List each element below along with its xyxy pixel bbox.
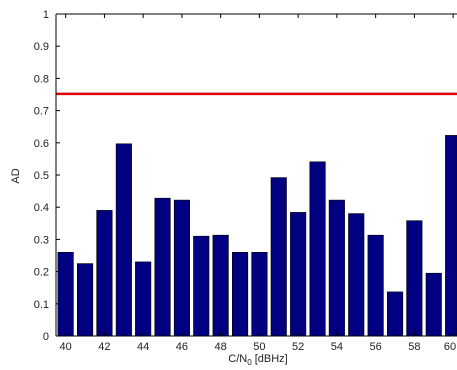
- bar-43: [115, 143, 132, 337]
- x-tick-label-50: 50: [253, 341, 265, 353]
- x-axis-title: C/N0 [dBHz]: [228, 353, 287, 367]
- x-tick-label-46: 46: [176, 341, 188, 353]
- bar-40: [57, 252, 74, 337]
- bar-48: [212, 234, 229, 337]
- bar-57: [386, 291, 404, 337]
- x-axis-title-subscript: 0: [247, 358, 252, 367]
- bar-44: [135, 261, 152, 337]
- bar-53: [309, 161, 326, 337]
- x-axis-title-main: C/N: [228, 353, 247, 365]
- bar-45: [154, 197, 171, 337]
- bar-41: [77, 263, 94, 337]
- y-tick-label-1: 1: [43, 9, 49, 21]
- bar-56: [367, 234, 384, 337]
- x-ticks-group: 40 42 44 46 48 50 52 54 56 58 60: [60, 14, 456, 353]
- bar-54: [328, 199, 345, 337]
- x-tick-label-42: 42: [98, 341, 110, 353]
- x-tick-label-44: 44: [137, 341, 149, 353]
- y-tick-label-0.8: 0.8: [34, 73, 49, 85]
- bar-55: [348, 213, 365, 337]
- y-tick-label-0.1: 0.1: [34, 299, 49, 311]
- bar-58: [406, 220, 423, 337]
- x-tick-label-58: 58: [408, 341, 420, 353]
- y-tick-label-0.7: 0.7: [34, 106, 49, 118]
- x-axis-title-unit: [dBHz]: [252, 353, 288, 365]
- bar-47: [193, 235, 210, 337]
- y-axis-title: AD: [10, 168, 22, 183]
- bar-49: [232, 252, 249, 337]
- bar-50: [251, 252, 268, 337]
- x-tick-label-48: 48: [215, 341, 227, 353]
- x-tick-label-54: 54: [331, 341, 343, 353]
- x-tick-label-52: 52: [292, 341, 304, 353]
- y-tick-label-0.3: 0.3: [34, 234, 49, 246]
- x-tick-label-40: 40: [60, 341, 72, 353]
- bar-52: [290, 212, 307, 337]
- bar-46: [173, 199, 190, 337]
- y-tick-label-0.9: 0.9: [34, 41, 49, 53]
- y-tick-label-0.2: 0.2: [34, 267, 49, 279]
- bars-group: [57, 135, 457, 337]
- y-tick-label-0.5: 0.5: [34, 170, 49, 182]
- y-tick-label-0.4: 0.4: [34, 202, 49, 214]
- y-ticks-group: 0 0.1 0.2 0.3 0.4 0.5 0.6 0.7 0.8 0.9 1: [34, 9, 60, 343]
- bar-60: [445, 135, 457, 337]
- x-tick-label-56: 56: [370, 341, 382, 353]
- x-tick-label-60: 60: [444, 341, 456, 353]
- y-tick-label-0: 0: [43, 331, 49, 343]
- bar-42: [96, 210, 113, 337]
- bar-51: [270, 177, 287, 337]
- y-tick-label-0.6: 0.6: [34, 138, 49, 150]
- bar-59: [425, 272, 442, 337]
